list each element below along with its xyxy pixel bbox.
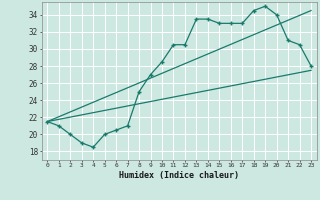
X-axis label: Humidex (Indice chaleur): Humidex (Indice chaleur) — [119, 171, 239, 180]
